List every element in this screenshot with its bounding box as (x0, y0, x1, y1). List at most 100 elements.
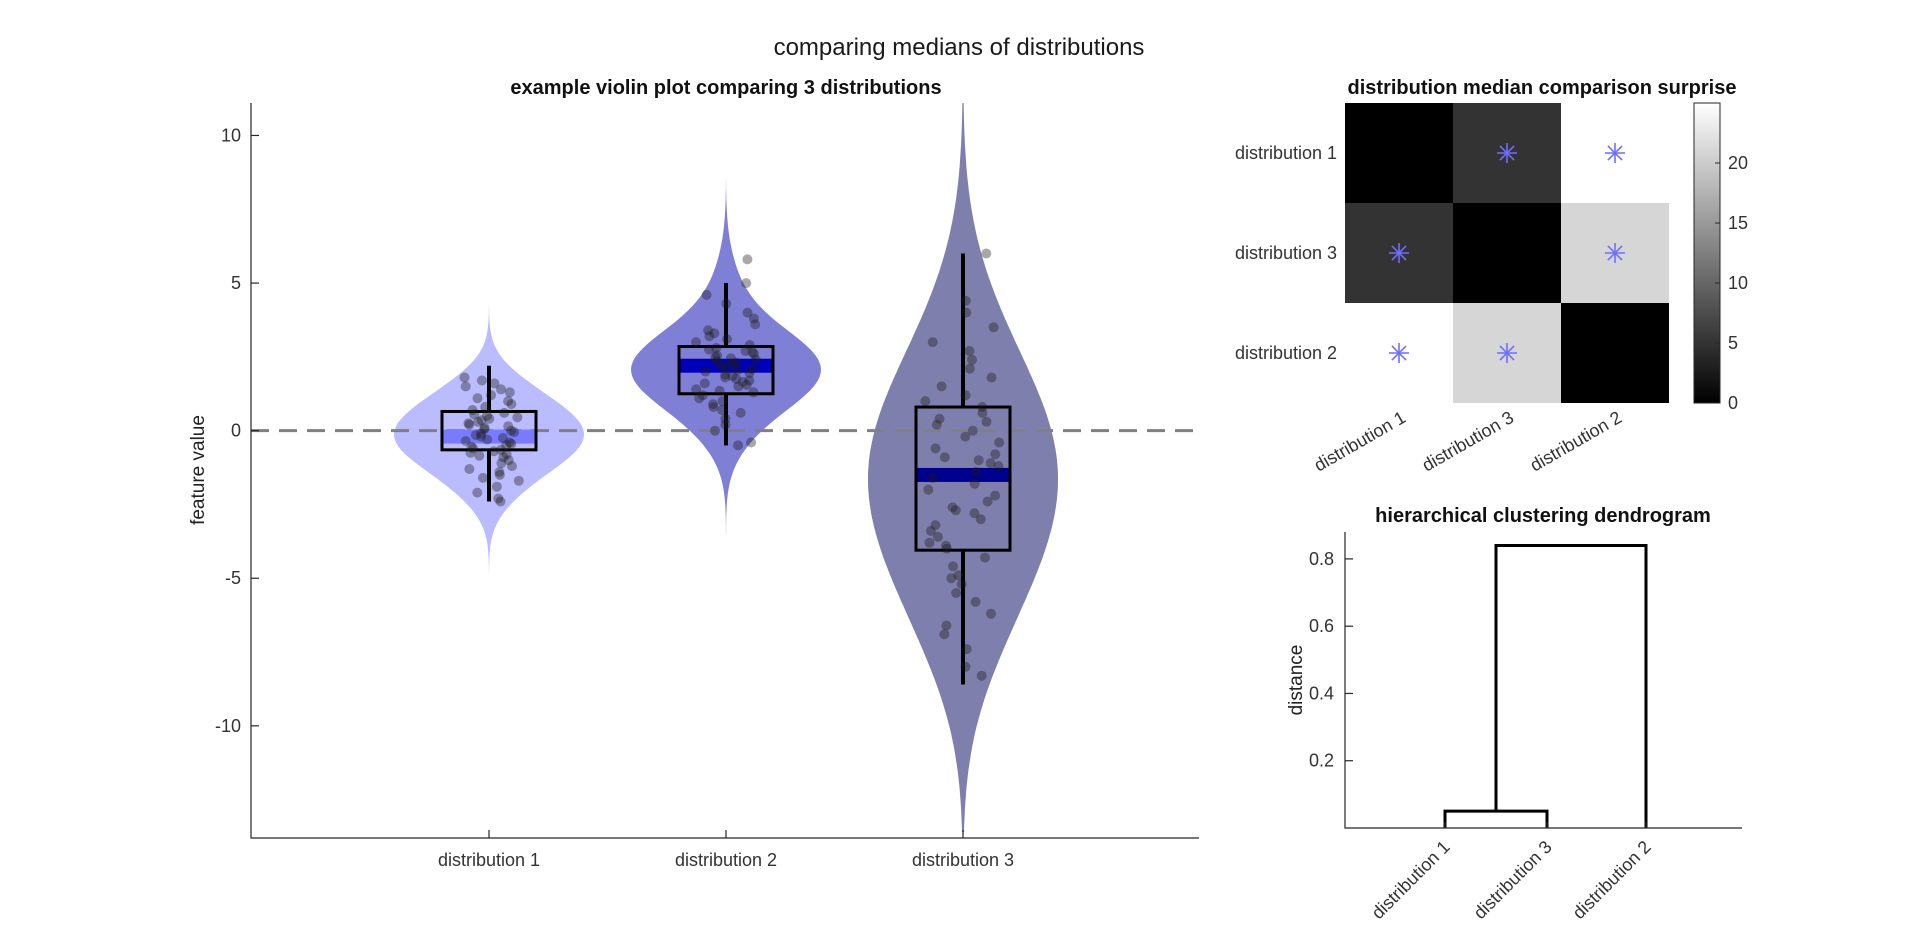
data-point (976, 670, 987, 681)
data-point (468, 443, 478, 454)
data-point (977, 402, 988, 412)
asterisk-marker (1605, 243, 1625, 263)
data-point (750, 319, 761, 330)
dendrogram-link-1 (1443, 809, 1549, 828)
data-point (495, 496, 506, 507)
dendrogram-y-tick-label: 0.6 (1309, 616, 1334, 636)
data-point (727, 359, 738, 370)
data-point (494, 467, 505, 477)
data-point (496, 458, 507, 469)
data-point (744, 375, 755, 386)
data-point (925, 526, 936, 536)
colorbar-tick-label: 15 (1728, 213, 1748, 233)
data-point (460, 381, 471, 392)
asterisk-stroke (1391, 245, 1407, 261)
asterisk-stroke (1607, 145, 1623, 161)
data-point (727, 371, 738, 381)
data-point (936, 381, 947, 392)
median-band-2 (679, 358, 773, 373)
data-point (699, 378, 710, 389)
data-point (715, 360, 726, 371)
data-point (947, 502, 958, 513)
y-tick-label: -5 (225, 568, 241, 588)
data-point (473, 416, 484, 427)
data-point (732, 365, 743, 376)
data-point (703, 325, 714, 336)
data-point (503, 396, 514, 407)
data-point (950, 505, 961, 516)
data-point (507, 461, 517, 472)
data-point (469, 409, 480, 420)
data-point (720, 372, 731, 383)
data-point (951, 588, 962, 598)
data-point (476, 431, 486, 442)
dendrogram-links (1443, 543, 1648, 828)
dendrogram-axes (1344, 532, 1742, 829)
data-point (939, 629, 950, 640)
data-point (749, 348, 759, 359)
data-point (506, 438, 517, 449)
data-point (975, 514, 986, 525)
heatmap-colorbar: 0 5 10 15 20 (1693, 102, 1748, 413)
data-point (923, 484, 934, 495)
data-point (927, 337, 938, 348)
data-point (744, 340, 755, 350)
heatmap-row-label: distribution 1 (1235, 143, 1337, 163)
y-tick-label: 10 (221, 125, 241, 145)
data-point (741, 379, 752, 390)
data-point (470, 430, 481, 441)
data-point (941, 543, 952, 554)
asterisk-stroke (1499, 345, 1515, 361)
violin-x-ticks: distribution 1 distribution 2 distribution… (438, 830, 1014, 870)
data-point (512, 412, 523, 423)
data-point (930, 520, 941, 531)
data-point (711, 343, 722, 353)
heatmap-significance-markers (1389, 143, 1625, 363)
heatmap-cell (1453, 203, 1561, 303)
dendrogram-y-tick-label: 0.4 (1309, 683, 1334, 703)
data-point (741, 278, 752, 289)
data-point (467, 405, 478, 415)
data-point (946, 573, 957, 584)
violin-body-2 (631, 100, 821, 667)
data-point (464, 464, 475, 474)
data-point (986, 608, 996, 619)
data-point (920, 396, 931, 407)
data-point (725, 353, 736, 364)
data-point (493, 493, 504, 504)
heatmap-row-labels: distribution 1 distribution 3 distribution… (1235, 143, 1337, 363)
data-point (731, 374, 742, 384)
data-point (932, 531, 943, 542)
data-point (501, 440, 512, 451)
heatmap-column-label: distribution 1 (1311, 407, 1409, 475)
heatmap-column-label: distribution 3 (1419, 407, 1517, 475)
heatmap-cell (1561, 303, 1669, 403)
violin-y-axis-label: feature value (188, 415, 209, 525)
data-point (941, 540, 951, 551)
data-point (956, 579, 967, 590)
heatmap-row-label: distribution 3 (1235, 243, 1337, 263)
data-point (971, 467, 981, 477)
data-point (513, 475, 524, 486)
data-point (720, 362, 731, 373)
heatmap-column-labels: distribution 1 distribution 3 distribution… (1311, 407, 1625, 475)
data-point (711, 356, 722, 367)
data-point (704, 344, 714, 355)
data-point (977, 407, 988, 418)
data-point (484, 413, 495, 424)
data-point (969, 478, 980, 489)
dendrogram-leaf-label: distribution 3 (1470, 837, 1556, 923)
data-point (504, 437, 515, 448)
colorbar-tick-label: 10 (1728, 273, 1748, 293)
violin-body-3 (868, 103, 1058, 833)
asterisk-stroke (1499, 145, 1515, 161)
dendrogram-link-2 (1494, 543, 1648, 828)
data-point (964, 346, 975, 356)
data-point (489, 378, 500, 389)
data-point (721, 298, 732, 309)
data-point (960, 295, 971, 306)
data-point (731, 357, 742, 368)
data-point (737, 376, 748, 387)
data-point (479, 422, 490, 433)
